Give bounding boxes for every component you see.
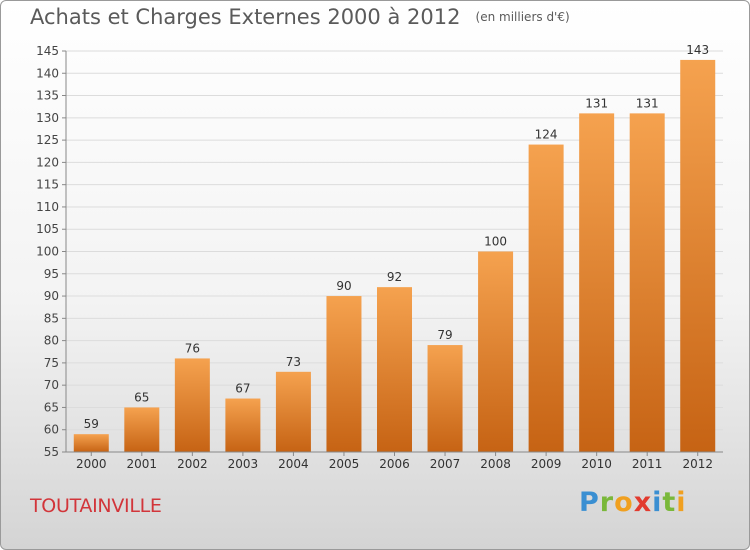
data-label: 59	[84, 417, 99, 431]
y-tick-label: 120	[36, 155, 59, 169]
data-label: 90	[336, 279, 351, 293]
bar	[73, 434, 109, 452]
logo-letter: i	[652, 487, 663, 518]
y-tick-label: 110	[36, 200, 59, 214]
y-tick-label: 60	[44, 423, 59, 437]
data-label: 92	[387, 270, 402, 284]
data-label: 73	[286, 355, 301, 369]
logo-letter: o	[614, 487, 634, 518]
y-tick-label: 95	[44, 267, 59, 281]
x-tick-label: 2006	[379, 457, 410, 471]
x-tick-label: 2000	[76, 457, 107, 471]
x-tick-label: 2011	[632, 457, 663, 471]
bar	[528, 144, 564, 453]
bar	[579, 113, 615, 452]
y-tick-label: 140	[36, 66, 59, 80]
chart-title: Achats et Charges Externes 2000 à 2012	[30, 5, 461, 29]
bar	[629, 113, 665, 452]
data-label: 131	[585, 96, 608, 110]
x-tick-label: 2007	[430, 457, 461, 471]
data-label: 76	[185, 341, 200, 355]
bar	[174, 358, 210, 452]
y-tick-label: 90	[44, 289, 59, 303]
y-tick-label: 105	[36, 222, 59, 236]
bar	[427, 345, 463, 452]
data-label: 100	[484, 235, 507, 249]
x-tick-label: 2005	[329, 457, 360, 471]
bar	[680, 59, 716, 453]
data-label: 124	[535, 128, 558, 142]
bar	[478, 251, 514, 452]
x-tick-label: 2012	[682, 457, 713, 471]
data-label: 143	[686, 43, 709, 57]
y-tick-label: 70	[44, 378, 59, 392]
y-tick-label: 55	[44, 445, 59, 459]
logo-letter: x	[633, 487, 653, 518]
x-tick-label: 2008	[480, 457, 511, 471]
y-tick-label: 80	[44, 334, 59, 348]
x-tick-label: 2010	[581, 457, 612, 471]
logo-letter: P	[579, 487, 600, 518]
bar	[377, 287, 412, 452]
y-tick-label: 75	[44, 356, 59, 370]
logo-letter: i	[676, 487, 687, 518]
title-row: Achats et Charges Externes 2000 à 2012 (…	[30, 5, 570, 29]
unit-label: (en milliers d'€)	[475, 10, 570, 24]
logo-letter: r	[599, 487, 615, 518]
data-label: 67	[235, 382, 250, 396]
x-tick-label: 2002	[177, 457, 208, 471]
y-tick-label: 145	[36, 44, 59, 58]
x-tick-label: 2004	[278, 457, 309, 471]
y-tick-label: 130	[36, 111, 59, 125]
y-tick-label: 65	[44, 400, 59, 414]
bar	[275, 371, 311, 452]
y-tick-label: 100	[36, 245, 59, 259]
bar	[225, 398, 261, 452]
bar	[124, 407, 160, 452]
y-tick-label: 125	[36, 133, 59, 147]
data-label: 65	[134, 390, 149, 404]
axes: 55 60 65 70 75 80 85 90 95 100 105 110 115 120 125 130 1…	[36, 44, 723, 471]
x-tick-label: 2003	[228, 457, 259, 471]
bar	[326, 296, 362, 452]
x-tick-label: 2009	[531, 457, 562, 471]
city-label: TOUTAINVILLE	[30, 495, 162, 517]
data-label: 79	[437, 328, 452, 342]
x-tick-label: 2001	[127, 457, 158, 471]
logo-letter: t	[662, 487, 677, 518]
proxiti-logo: Proxiti	[579, 487, 687, 518]
y-tick-label: 115	[36, 178, 59, 192]
bars: 59 65 76 67 73 90 92 79 100 124 131 131 143	[73, 43, 716, 453]
y-tick-label: 135	[36, 89, 59, 103]
data-label: 131	[636, 96, 659, 110]
y-tick-label: 85	[44, 311, 59, 325]
